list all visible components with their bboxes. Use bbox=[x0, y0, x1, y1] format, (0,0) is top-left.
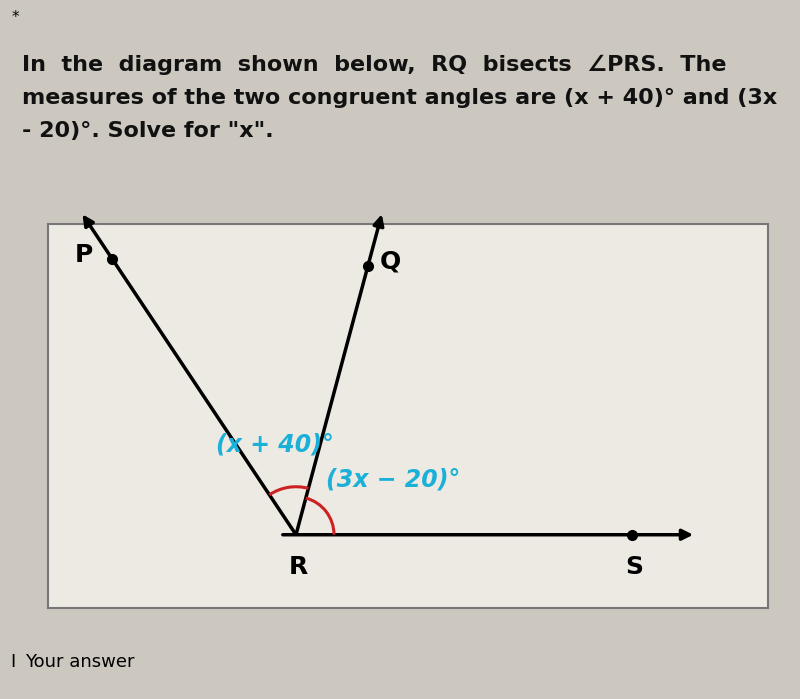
Text: P: P bbox=[75, 243, 93, 266]
Text: S: S bbox=[625, 555, 643, 579]
Text: In  the  diagram  shown  below,  RQ  bisects  ∠PRS.  The: In the diagram shown below, RQ bisects ∠… bbox=[22, 55, 726, 75]
Text: R: R bbox=[288, 555, 308, 579]
Bar bbox=[48, 224, 768, 608]
Text: *: * bbox=[12, 10, 20, 25]
Text: (3x − 20)°: (3x − 20)° bbox=[326, 468, 460, 491]
Text: Q: Q bbox=[379, 250, 401, 273]
Text: (x + 40)°: (x + 40)° bbox=[216, 433, 334, 456]
Text: - 20)°. Solve for "x".: - 20)°. Solve for "x". bbox=[22, 121, 274, 141]
Text: Your answer: Your answer bbox=[25, 653, 134, 671]
Text: measures of the two congruent angles are (x + 40)° and (3x: measures of the two congruent angles are… bbox=[22, 88, 778, 108]
Text: I: I bbox=[10, 653, 15, 671]
